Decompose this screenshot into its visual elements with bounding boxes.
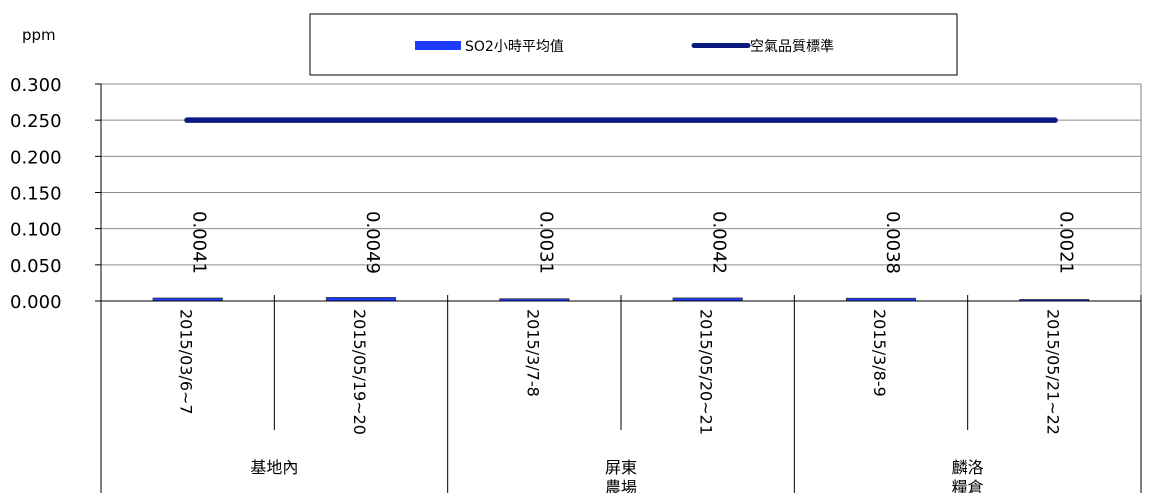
y-unit-label: ppm [22,26,56,44]
legend: SO2小時平均值 空氣品質標準 [309,13,958,76]
x-tick-label: 2015/05/19~20 [350,309,369,435]
y-tick-label: 0.150 [10,184,62,205]
data-label: 0.0021 [1055,211,1076,274]
y-tick-label: 0.300 [10,75,62,96]
y-tick-label: 0.050 [10,256,62,277]
y-tick-label: 0.100 [10,220,62,241]
legend-label-bar: SO2小時平均值 [465,39,564,55]
legend-swatch-bar [415,41,461,50]
x-tick-label: 2015/03/6~7 [177,309,196,415]
group-label: 屏東農場 [605,458,637,493]
x-tick-label: 2015/3/8-9 [870,309,889,397]
data-label: 0.0049 [362,211,383,274]
data-label: 0.0038 [882,211,903,274]
legend-label-line: 空氣品質標準 [750,39,834,55]
x-axis: 2015/03/6~7 2015/05/19~20 2015/3/7-8 2015/0… [100,84,1142,497]
data-labels: 0.0041 0.0049 0.0031 0.0042 0.0038 0.0021 [189,211,1077,274]
x-tick-label: 2015/05/21~22 [1043,309,1062,435]
y-tick-label: 0.000 [10,292,62,313]
x-tick-label: 2015/05/20~21 [697,309,716,435]
group-label: 基地內 [250,458,298,477]
data-label: 0.0031 [535,211,556,274]
x-tick-label: 2015/3/7-8 [523,309,542,397]
bar [325,297,397,302]
data-label: 0.0042 [709,211,730,274]
y-tick-label: 0.200 [10,147,62,168]
y-axis-ticks: 0.000 0.050 0.100 0.150 0.200 0.250 0.300 [10,75,101,313]
group-label: 麟洛糧倉 [952,458,984,493]
y-tick-label: 0.250 [10,111,62,132]
legend-box [309,13,958,76]
data-label: 0.0041 [189,211,210,274]
